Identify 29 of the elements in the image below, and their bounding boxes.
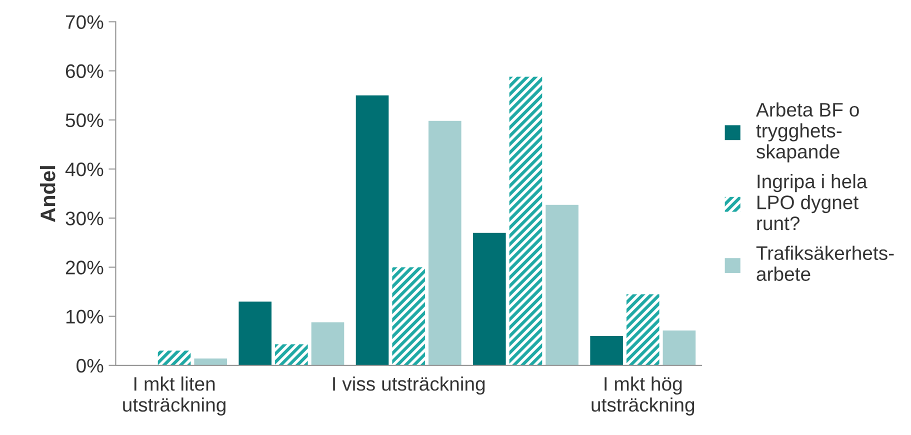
bar bbox=[238, 302, 272, 366]
bar bbox=[392, 267, 425, 366]
bar bbox=[662, 330, 696, 366]
y-tick-label: 0% bbox=[76, 358, 104, 373]
legend-label: Trafiksäkerhets- arbete bbox=[756, 246, 894, 281]
bar bbox=[546, 204, 578, 366]
y-tick-label: 20% bbox=[66, 260, 104, 274]
y-tick-label: 50% bbox=[66, 113, 104, 128]
y-tick-label: 10% bbox=[66, 310, 104, 324]
y-tick-label: 70% bbox=[66, 15, 104, 29]
legend-label: Arbeta BF o trygghets- skapande bbox=[756, 102, 859, 162]
bar bbox=[194, 358, 227, 366]
y-tick-label: 60% bbox=[66, 64, 104, 78]
legend-label: Ingripa i hela LPO dygnet runt? bbox=[757, 174, 868, 230]
y-axis-title: Andel bbox=[40, 166, 56, 222]
bar bbox=[275, 344, 308, 366]
bar bbox=[356, 95, 389, 366]
bar bbox=[158, 350, 191, 366]
x-tick-label: I mkt hög utsträckning bbox=[592, 376, 694, 416]
x-tick-label: I mkt liten utsträckning bbox=[123, 376, 226, 416]
bar bbox=[428, 120, 462, 366]
y-tick-label: 30% bbox=[66, 212, 104, 226]
y-tick-label: 40% bbox=[65, 162, 104, 176]
x-tick-label: I viss utsträckning bbox=[333, 376, 485, 395]
bar bbox=[509, 76, 542, 366]
bar bbox=[473, 232, 506, 366]
bar bbox=[590, 336, 623, 366]
bar bbox=[626, 294, 660, 366]
bar bbox=[311, 322, 344, 366]
